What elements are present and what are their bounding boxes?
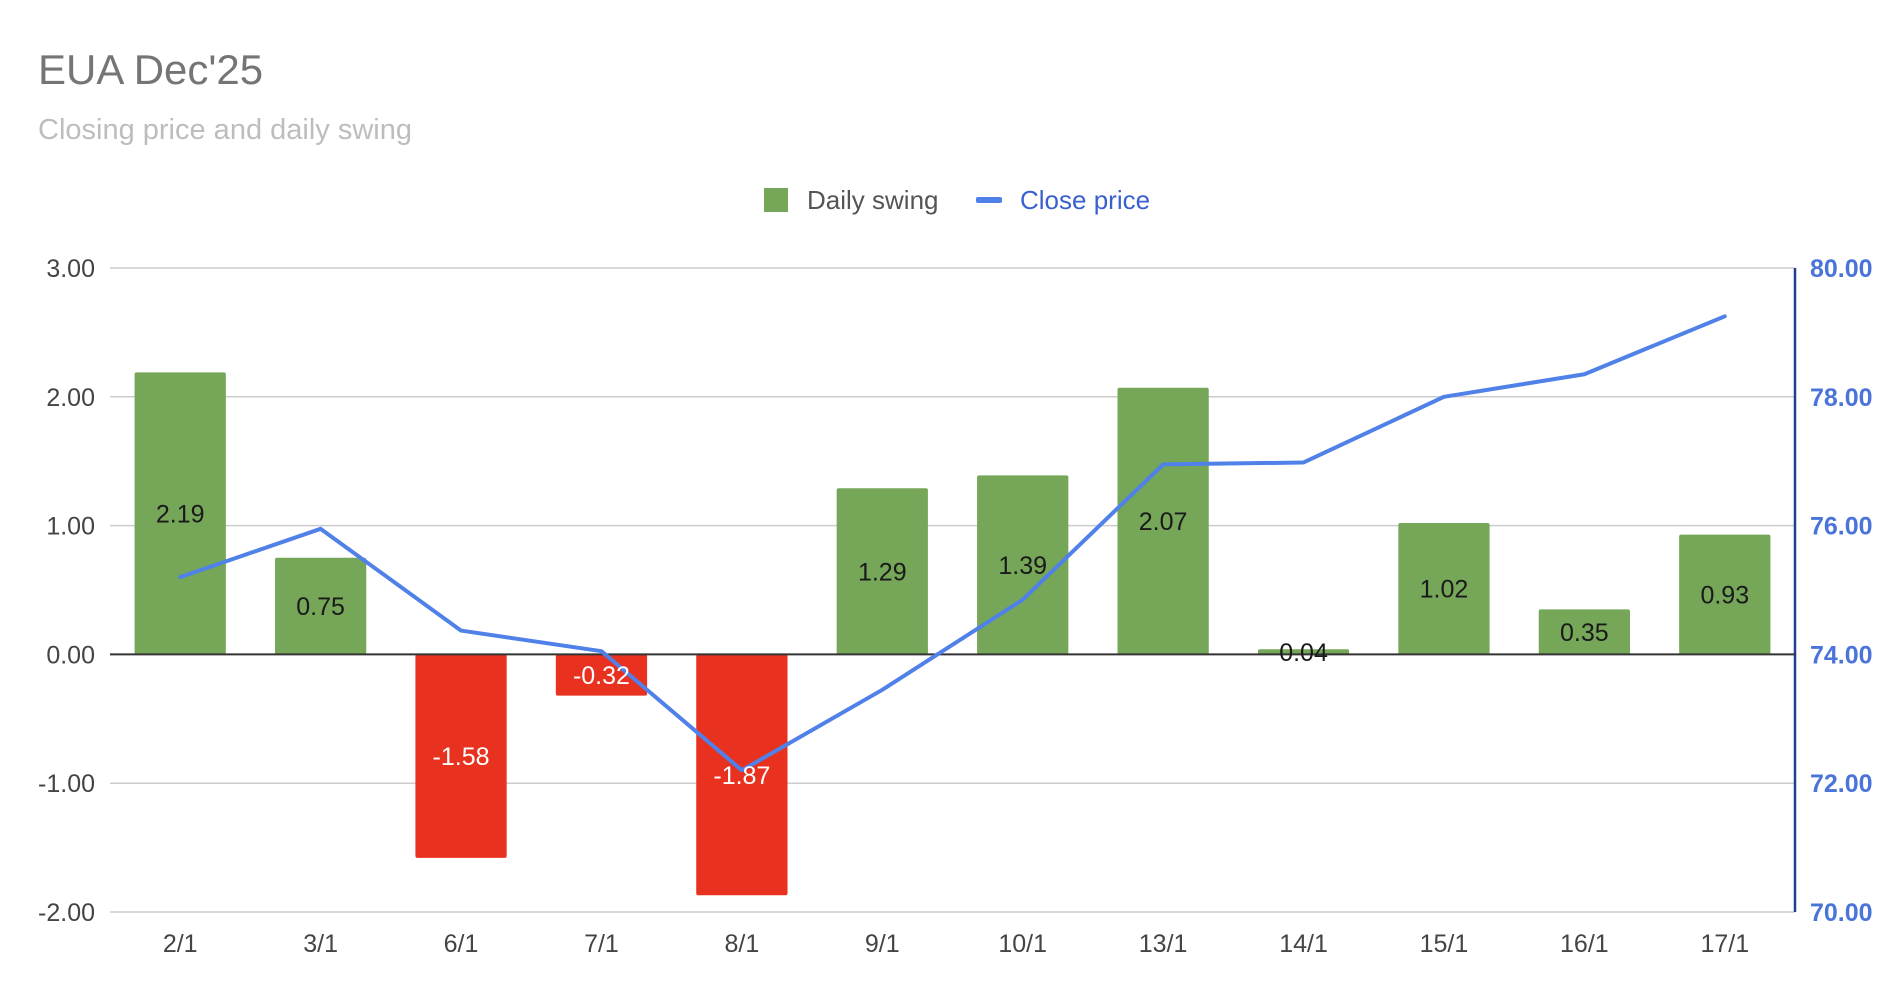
- legend-swatch-daily-swing: [764, 188, 788, 212]
- x-tick-label: 17/1: [1700, 930, 1749, 958]
- legend-label-daily-swing: Daily swing: [807, 185, 939, 215]
- bar-9-1: [836, 488, 928, 655]
- legend: Daily swing Close price: [764, 185, 1150, 215]
- y-axis-left: 3.00 2.00 1.00 0.00 -1.00 -2.00: [38, 255, 95, 927]
- bars: [134, 372, 1771, 896]
- y-left-tick-label: 3.00: [46, 255, 95, 283]
- y-right-tick-label: 76.00: [1810, 513, 1873, 541]
- x-tick-label: 2/1: [163, 930, 198, 958]
- legend-swatch-close-price: [976, 197, 1002, 203]
- close-price-line: [178, 314, 1727, 773]
- y-right-tick-label: 78.00: [1810, 384, 1873, 412]
- bar-17-1: [1679, 534, 1771, 655]
- x-tick-label: 15/1: [1420, 930, 1469, 958]
- bar-13-1: [1117, 387, 1209, 655]
- bar-data-label: 2.19: [156, 500, 205, 528]
- y-left-tick-label: 1.00: [46, 513, 95, 541]
- legend-label-close-price: Close price: [1020, 185, 1150, 215]
- y-right-tick-label: 70.00: [1810, 899, 1873, 927]
- x-tick-label: 10/1: [998, 930, 1047, 958]
- y-left-tick-label: 0.00: [46, 641, 95, 669]
- bar-6-1: [415, 654, 507, 858]
- bar-8-1: [696, 654, 788, 896]
- bar-data-label: 0.93: [1700, 582, 1749, 610]
- bar-16-1: [1538, 609, 1631, 655]
- bar-data-label: -1.58: [433, 743, 490, 771]
- bar-data-label: 1.29: [858, 558, 907, 586]
- x-tick-label: 7/1: [584, 930, 619, 958]
- x-axis: 2/1 3/1 6/1 7/1 8/1 9/1 10/1 13/1 14/1 15/1 16/1 17…: [163, 930, 1749, 958]
- y-axis-right: 80.00 78.00 76.00 74.00 72.00 70.00: [1793, 255, 1873, 927]
- bar-labels: 2.19 0.75 -1.58 -0.32 -1.87 1.29 1.39 2.07 0.04 1…: [156, 500, 1749, 789]
- bar-data-label: 1.39: [998, 552, 1047, 580]
- bar-data-label: 1.02: [1420, 576, 1469, 604]
- bar-7-1: [555, 654, 648, 696]
- bar-data-label: 2.07: [1139, 508, 1188, 536]
- bar-10-1: [977, 475, 1069, 655]
- x-tick-label: 6/1: [444, 930, 479, 958]
- bar-data-label: -1.87: [713, 762, 770, 790]
- x-tick-label: 13/1: [1139, 930, 1188, 958]
- y-left-tick-label: -2.00: [38, 899, 95, 927]
- close-price-line-group: [178, 314, 1727, 773]
- bar-data-label: 0.04: [1279, 639, 1328, 667]
- bar-14-1: [1257, 649, 1350, 655]
- bar-data-label: 0.75: [296, 593, 345, 621]
- y-right-tick-label: 72.00: [1810, 770, 1873, 798]
- x-tick-label: 16/1: [1560, 930, 1609, 958]
- bar-15-1: [1398, 523, 1490, 655]
- x-tick-label: 8/1: [724, 930, 759, 958]
- bar-3-1: [274, 557, 367, 655]
- bar-2-1: [134, 372, 226, 655]
- chart-title: EUA Dec'25: [38, 46, 263, 93]
- x-tick-label: 3/1: [303, 930, 338, 958]
- y-left-tick-label: -1.00: [38, 770, 95, 798]
- bar-data-label: -0.32: [573, 662, 630, 690]
- bar-data-label: 0.35: [1560, 619, 1609, 647]
- x-tick-label: 9/1: [865, 930, 900, 958]
- gridlines: [110, 267, 1795, 913]
- y-right-tick-label: 74.00: [1810, 641, 1873, 669]
- y-left-tick-label: 2.00: [46, 384, 95, 412]
- chart-subtitle: Closing price and daily swing: [38, 114, 412, 146]
- x-tick-label: 14/1: [1279, 930, 1328, 958]
- y-right-tick-label: 80.00: [1810, 255, 1873, 283]
